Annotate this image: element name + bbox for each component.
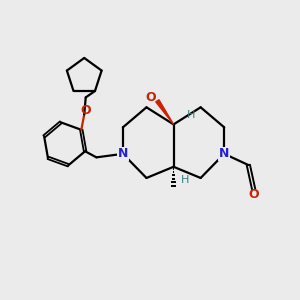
Text: O: O	[248, 188, 259, 201]
Text: N: N	[118, 147, 128, 160]
Text: H: H	[181, 175, 189, 185]
Polygon shape	[156, 100, 174, 124]
Text: O: O	[80, 103, 91, 117]
Text: N: N	[219, 147, 230, 160]
Text: O: O	[146, 92, 156, 104]
Text: H: H	[187, 110, 195, 120]
